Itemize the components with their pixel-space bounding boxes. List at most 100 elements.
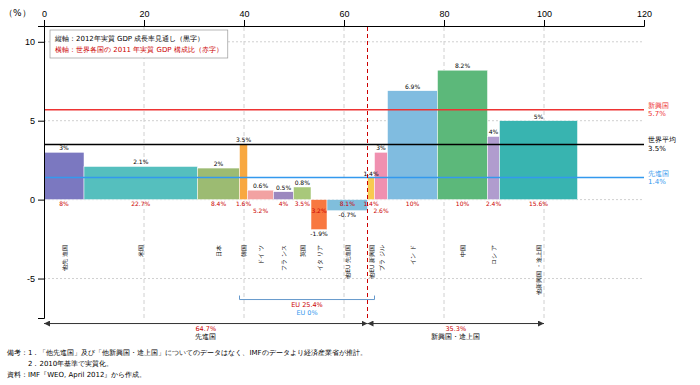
tick-mark	[38, 200, 44, 201]
data-label: 1.4%	[363, 170, 379, 177]
x-axis: 020406080100120	[42, 9, 652, 27]
category-label: イン ド	[409, 245, 416, 265]
data-label: 4%	[489, 128, 499, 135]
group-share-label: 64.7%	[195, 325, 216, 333]
tick-mark	[344, 20, 345, 26]
tick: 120	[637, 9, 652, 26]
tick: -5	[27, 274, 44, 284]
tick-mark	[38, 42, 44, 43]
footer-note: 2．2010年基準で実質化。	[7, 360, 113, 368]
group-name: 新興国・途上国	[431, 333, 480, 341]
share-label: 10%	[456, 200, 470, 207]
tick: 60	[339, 9, 349, 26]
reference-line	[44, 109, 644, 111]
explanation-frame	[50, 30, 228, 58]
tick: 80	[439, 9, 449, 26]
reference-name: 世界平均	[648, 136, 676, 144]
reference-name: 先進国	[648, 170, 669, 178]
category-label: 他EU 先進国	[344, 245, 351, 279]
share-label: 8.4%	[211, 200, 227, 207]
y-axis-label: （%）	[4, 8, 31, 18]
share-label: 5.2%	[253, 207, 269, 214]
reference-name: 新興国	[648, 102, 669, 110]
share-label: 22.7%	[131, 200, 150, 207]
bracket: EU 25.4%EU 0%	[240, 296, 375, 318]
tick-mark	[144, 20, 145, 26]
share-label: 8%	[59, 200, 69, 207]
tick-mark	[44, 20, 45, 26]
tick-label: 100	[537, 9, 552, 19]
data-label: 3%	[59, 144, 69, 151]
share-label: 15.6%	[529, 200, 548, 207]
reference-value: 1.4%	[648, 178, 666, 186]
bar	[248, 190, 274, 199]
bracket-line	[240, 296, 375, 300]
category-label: フラ ンス	[280, 245, 287, 271]
tick-mark	[38, 279, 44, 280]
category-label: 他新興国 ・途上国	[535, 245, 542, 295]
tick-label: 0	[42, 9, 47, 19]
bar	[240, 144, 248, 199]
tick: 10	[25, 37, 44, 47]
tick-mark	[444, 20, 445, 26]
category-label: ドイ ツ	[257, 245, 264, 265]
category-label: イタ リア	[316, 245, 323, 271]
bracket-label: EU 25.4%	[291, 301, 323, 309]
group-name: 先進国	[195, 333, 216, 341]
chart-container: 020406080100120-50510（%）3%2.1%2%3.5%0.6%…	[0, 0, 700, 385]
tick-mark	[244, 20, 245, 26]
explanation-text: 縦軸：2012年実質 GDP 成長率見通し（黒字）	[54, 35, 204, 43]
share-label: 1.4%	[363, 200, 379, 207]
data-label: 3.5%	[236, 136, 252, 143]
bar	[368, 178, 375, 200]
category-label: 米国	[137, 245, 144, 257]
share-label: 8.1%	[340, 200, 356, 207]
share-label: 2.6%	[373, 207, 389, 214]
tick-mark	[644, 20, 645, 26]
data-label: -1.9%	[310, 230, 328, 237]
group-arrow	[368, 323, 545, 324]
tick: 40	[239, 9, 249, 26]
bar	[500, 121, 578, 200]
tick-label: 80	[439, 9, 449, 19]
bar	[488, 136, 500, 199]
axis-line	[45, 20, 645, 27]
footer-note: 備考：1．「他先進国」及び「他新興国・途上国」についてのデータはなく、IMFのデ…	[7, 349, 367, 357]
data-label: 5%	[534, 113, 544, 120]
bar	[388, 91, 438, 200]
data-label: 2%	[214, 160, 224, 167]
category-label: 他先 進国	[61, 245, 68, 271]
axis-line	[38, 27, 45, 319]
tick-label: 0	[30, 195, 35, 205]
bar	[294, 187, 312, 200]
data-label: 8.2%	[455, 62, 471, 69]
reference-value: 5.7%	[648, 110, 666, 118]
tick-label: 60	[339, 9, 349, 19]
reference-line	[44, 144, 644, 146]
data-label: 0.6%	[253, 182, 269, 189]
tick: 0	[30, 195, 44, 205]
bar	[311, 200, 327, 230]
reference-value: 3.5%	[648, 145, 666, 153]
data-label: 0.5%	[276, 184, 292, 191]
tick: 5	[30, 116, 44, 126]
share-label: 10%	[406, 200, 420, 207]
group-arrow	[44, 323, 368, 324]
share-label: 3.2%	[311, 207, 327, 214]
category-label: 韓国	[240, 245, 247, 257]
tick-label: 40	[239, 9, 249, 19]
plot-area	[44, 26, 644, 318]
category-label: 日本	[215, 245, 222, 257]
group-arrows: 64.7%先進国35.3%新興国・途上国	[44, 324, 544, 342]
data-label: 2.1%	[133, 158, 149, 165]
explanation-box: 縦軸：2012年実質 GDP 成長率見通し（黒字） 横軸：世界各国の 2011 年…	[50, 30, 228, 58]
grid	[44, 26, 644, 318]
tick-label: -5	[27, 274, 35, 284]
bar	[44, 152, 84, 199]
explanation-text: 横軸：世界各国の 2011 年実質 GDP 構成比（赤字）	[55, 46, 223, 54]
share-label: 2.4%	[486, 200, 502, 207]
data-label: 6.9%	[405, 83, 421, 90]
tick-label: 120	[637, 9, 652, 19]
category-label: 他EU 新興国	[368, 245, 375, 279]
tick-mark	[544, 20, 545, 26]
